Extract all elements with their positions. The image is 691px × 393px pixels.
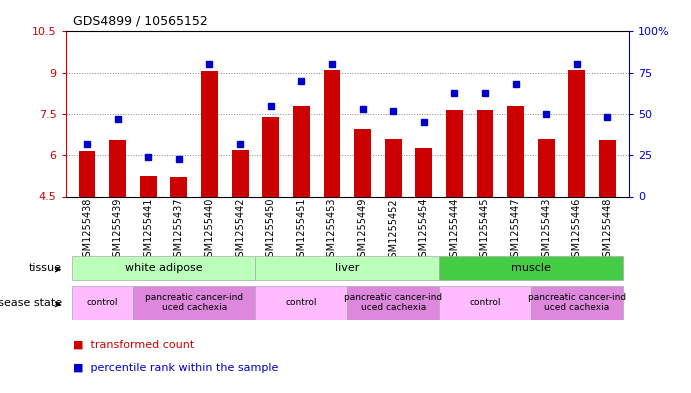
Bar bbox=[538, 139, 555, 196]
Text: disease state: disease state bbox=[0, 298, 62, 308]
Text: muscle: muscle bbox=[511, 263, 551, 273]
Text: pancreatic cancer-ind
uced cachexia: pancreatic cancer-ind uced cachexia bbox=[528, 293, 626, 312]
Bar bbox=[79, 151, 95, 196]
Text: control: control bbox=[469, 298, 501, 307]
Bar bbox=[263, 117, 279, 196]
Text: liver: liver bbox=[335, 263, 359, 273]
Bar bbox=[171, 177, 187, 196]
Bar bbox=[140, 176, 157, 196]
Text: tissue: tissue bbox=[29, 263, 62, 273]
Text: ■  transformed count: ■ transformed count bbox=[73, 340, 193, 350]
Bar bbox=[133, 286, 256, 320]
Bar bbox=[477, 110, 493, 196]
Bar bbox=[201, 71, 218, 196]
Text: pancreatic cancer-ind
uced cachexia: pancreatic cancer-ind uced cachexia bbox=[145, 293, 243, 312]
Text: pancreatic cancer-ind
uced cachexia: pancreatic cancer-ind uced cachexia bbox=[344, 293, 442, 312]
Text: GDS4899 / 10565152: GDS4899 / 10565152 bbox=[73, 15, 207, 28]
Bar bbox=[446, 110, 463, 196]
Text: control: control bbox=[285, 298, 317, 307]
Bar bbox=[348, 286, 439, 320]
Bar bbox=[385, 139, 401, 196]
Text: white adipose: white adipose bbox=[125, 263, 202, 273]
Bar bbox=[231, 150, 249, 196]
Bar bbox=[507, 106, 524, 196]
Bar bbox=[354, 129, 371, 196]
Bar bbox=[293, 106, 310, 196]
Text: control: control bbox=[86, 298, 118, 307]
Bar bbox=[256, 286, 348, 320]
Bar bbox=[415, 148, 432, 196]
Bar bbox=[599, 140, 616, 196]
Bar bbox=[323, 70, 341, 196]
Bar bbox=[109, 140, 126, 196]
Bar bbox=[439, 286, 531, 320]
Bar bbox=[72, 286, 133, 320]
Bar bbox=[531, 286, 623, 320]
Text: ■  percentile rank within the sample: ■ percentile rank within the sample bbox=[73, 364, 278, 373]
Bar bbox=[439, 256, 623, 281]
Bar bbox=[256, 256, 439, 281]
Bar bbox=[72, 256, 256, 281]
Bar bbox=[569, 70, 585, 196]
